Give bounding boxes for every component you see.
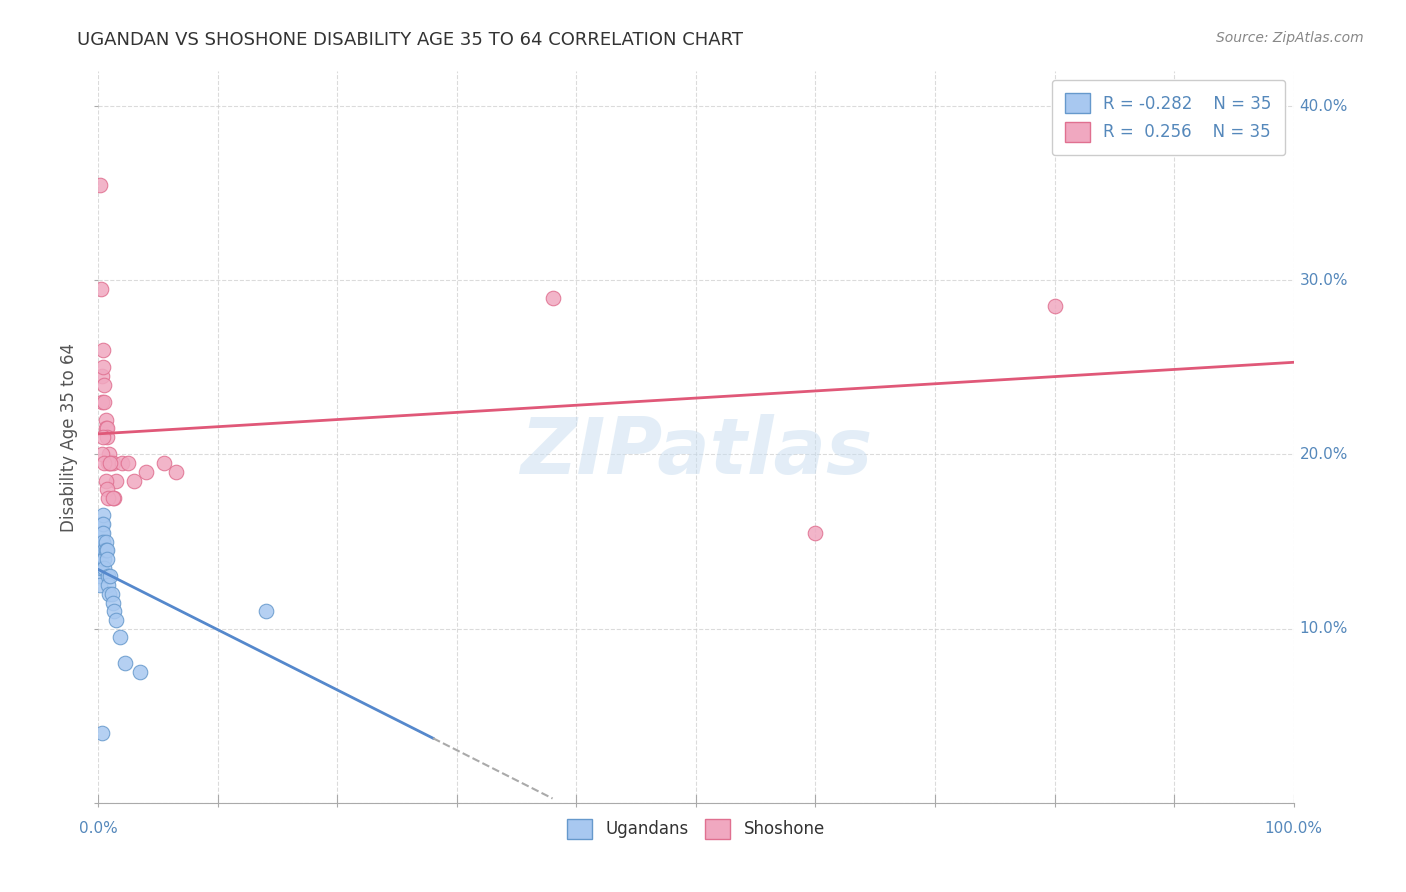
Point (91, 534, 114, 549)
Point (541, 291, 564, 305)
Point (98, 456, 122, 470)
Point (89, 560, 111, 574)
Point (153, 456, 176, 470)
Point (91, 508, 114, 523)
Point (94, 534, 117, 549)
Point (94, 474, 117, 488)
Point (108, 631, 131, 645)
Point (96, 552, 118, 566)
Point (93, 377, 115, 392)
Point (91, 534, 114, 549)
Point (91, 360, 114, 375)
Point (1043, 300, 1066, 314)
Text: 30.0%: 30.0% (1299, 273, 1348, 288)
Point (135, 465, 157, 479)
Point (91, 726, 114, 740)
Point (103, 604, 125, 618)
Point (97, 578, 120, 592)
Point (98, 587, 121, 601)
Point (93, 543, 115, 558)
Point (93, 560, 115, 574)
Point (96, 543, 118, 558)
Point (129, 665, 152, 680)
Point (101, 491, 124, 505)
Point (93, 395, 115, 409)
Point (101, 456, 124, 470)
Point (91, 430, 114, 444)
Point (91, 525, 114, 540)
Text: ZIPatlas: ZIPatlas (520, 414, 872, 490)
Point (97, 491, 120, 505)
Point (93, 456, 115, 470)
Point (89, 178, 111, 192)
Point (91, 517, 114, 532)
Text: 10.0%: 10.0% (1299, 621, 1348, 636)
Point (105, 613, 128, 627)
Text: UGANDAN VS SHOSHONE DISABILITY AGE 35 TO 64 CORRELATION CHART: UGANDAN VS SHOSHONE DISABILITY AGE 35 TO… (77, 31, 744, 49)
Point (96, 483, 118, 497)
Point (97, 456, 120, 470)
Point (111, 456, 134, 470)
Point (90, 282, 112, 296)
Point (100, 587, 122, 601)
Point (254, 604, 277, 618)
Point (94, 543, 117, 558)
Point (90, 534, 112, 549)
Point (105, 474, 128, 488)
Text: 100.0%: 100.0% (1264, 821, 1323, 836)
Text: 40.0%: 40.0% (1299, 99, 1348, 113)
Point (91, 369, 114, 384)
Point (101, 595, 124, 609)
Point (98, 569, 122, 583)
Point (94, 421, 117, 435)
Point (98, 456, 122, 470)
Point (90, 552, 112, 566)
Point (96, 421, 118, 435)
Point (94, 412, 117, 426)
Y-axis label: Disability Age 35 to 64: Disability Age 35 to 64 (60, 343, 79, 532)
Point (90, 560, 112, 574)
Point (89, 578, 111, 592)
Point (124, 474, 146, 488)
Point (98, 448, 121, 462)
Point (117, 456, 139, 470)
Text: 0.0%: 0.0% (79, 821, 118, 836)
Point (91, 395, 114, 409)
Point (165, 465, 187, 479)
Point (114, 657, 136, 671)
Point (91, 343, 114, 357)
Point (96, 430, 118, 444)
Point (804, 525, 827, 540)
Point (91, 448, 114, 462)
Text: 20.0%: 20.0% (1299, 447, 1348, 462)
Point (91, 525, 114, 540)
Point (91, 517, 114, 532)
Point (103, 491, 125, 505)
Point (97, 569, 120, 583)
Point (91, 543, 114, 558)
Point (93, 552, 115, 566)
Text: Source: ZipAtlas.com: Source: ZipAtlas.com (1216, 31, 1364, 45)
Point (89, 569, 111, 583)
Point (90, 543, 112, 558)
Legend: Ugandans, Shoshone: Ugandans, Shoshone (561, 812, 831, 846)
